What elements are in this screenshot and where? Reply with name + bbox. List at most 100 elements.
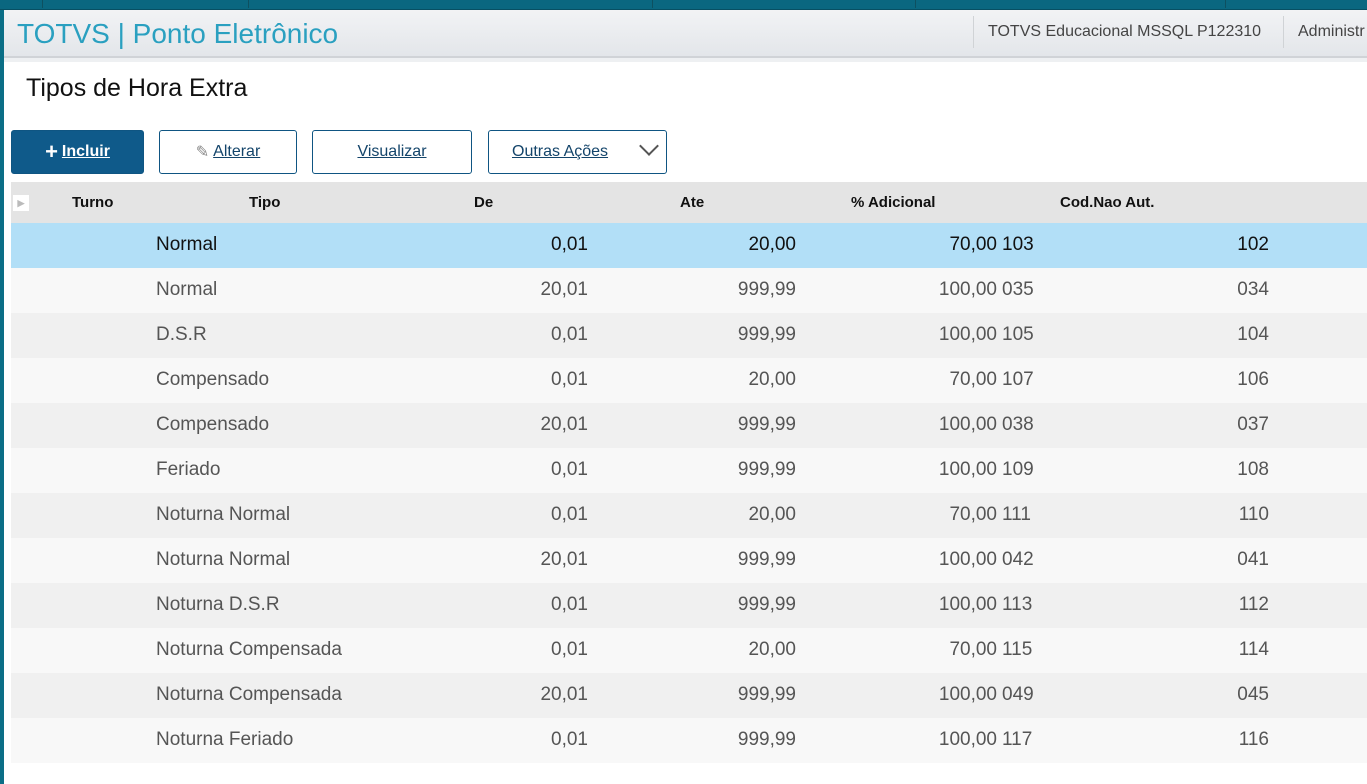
cell-adicional: 100,00 xyxy=(938,414,997,435)
table-row[interactable]: Noturna D.S.R 0,01 999,99 100,00 113 112 xyxy=(11,583,1367,628)
cell-cod-nao-aut: 045 xyxy=(1237,684,1269,705)
cell-cod-nao-aut: 116 xyxy=(1238,729,1269,750)
cell-de: 0,01 xyxy=(551,594,588,615)
user-menu[interactable]: Administr xyxy=(1283,16,1365,48)
cell-cod-aut: 103 xyxy=(1002,234,1034,255)
app-header: TOTVS | Ponto Eletrônico TOTVS Educacion… xyxy=(4,10,1367,58)
col-turno[interactable]: Turno xyxy=(72,194,114,211)
incluir-label: Incluir xyxy=(61,143,110,160)
cell-tipo: Noturna Compensada xyxy=(156,639,342,660)
cell-ate: 20,00 xyxy=(748,234,796,255)
cell-adicional: 70,00 xyxy=(949,369,997,390)
cell-cod-aut: 038 xyxy=(1002,414,1034,435)
cell-ate: 999,99 xyxy=(737,414,796,435)
cell-de: 0,01 xyxy=(551,324,588,345)
cell-tipo: Normal xyxy=(156,234,218,255)
table-row[interactable]: Noturna Normal 20,01 999,99 100,00 042 041 xyxy=(11,538,1367,583)
col-tipo[interactable]: Tipo xyxy=(249,194,281,211)
col-ate[interactable]: Ate xyxy=(680,194,705,211)
cell-ate: 999,99 xyxy=(737,324,796,345)
incluir-button[interactable]: + Incluir xyxy=(11,130,144,174)
cell-adicional: 100,00 xyxy=(938,549,997,570)
table-row[interactable]: Noturna Normal 0,01 20,00 70,00 111 110 xyxy=(11,493,1367,538)
pencil-icon: ✎ xyxy=(195,144,210,161)
row-indicator-icon: ▶ xyxy=(13,195,29,211)
cell-tipo: Noturna Normal xyxy=(156,549,291,570)
cell-tipo: Noturna Compensada xyxy=(156,684,342,705)
outras-acoes-dropdown[interactable]: Outras Ações xyxy=(488,130,667,174)
table-row[interactable]: D.S.R 0,01 999,99 100,00 105 104 xyxy=(11,313,1367,358)
cell-ate: 999,99 xyxy=(737,684,796,705)
cell-tipo: Noturna D.S.R xyxy=(156,594,280,615)
cell-de: 0,01 xyxy=(551,729,588,750)
cell-cod-aut: 049 xyxy=(1002,684,1034,705)
chevron-down-icon xyxy=(639,136,659,156)
col-cod-nao-aut[interactable]: Cod.Nao Aut. xyxy=(1060,194,1155,211)
cell-cod-nao-aut: 106 xyxy=(1237,369,1269,390)
cell-ate: 999,99 xyxy=(737,459,796,480)
cell-ate: 999,99 xyxy=(737,549,796,570)
cell-cod-nao-aut: 037 xyxy=(1237,414,1269,435)
alterar-button[interactable]: ✎ Alterar xyxy=(159,130,297,174)
cell-de: 20,01 xyxy=(540,279,588,300)
cell-cod-aut: 115 xyxy=(1002,639,1033,660)
cell-cod-aut: 111 xyxy=(1002,504,1031,525)
cell-cod-nao-aut: 114 xyxy=(1238,639,1269,660)
cell-cod-aut: 035 xyxy=(1002,279,1034,300)
cell-adicional: 70,00 xyxy=(949,504,997,525)
cell-de: 20,01 xyxy=(540,684,588,705)
cell-tipo: D.S.R xyxy=(156,324,207,345)
cell-tipo: Compensado xyxy=(156,414,270,435)
app-title: TOTVS | Ponto Eletrônico xyxy=(17,18,339,49)
cell-cod-aut: 042 xyxy=(1002,549,1034,570)
cell-cod-aut: 105 xyxy=(1002,324,1034,345)
cell-adicional: 70,00 xyxy=(949,234,997,255)
cell-adicional: 100,00 xyxy=(938,594,997,615)
table-row[interactable]: Noturna Compensada 20,01 999,99 100,00 049 04… xyxy=(11,673,1367,718)
cell-de: 0,01 xyxy=(551,369,588,390)
table-row[interactable]: Noturna Feriado 0,01 999,99 100,00 117 116 xyxy=(11,718,1367,763)
cell-adicional: 100,00 xyxy=(938,684,997,705)
table-row[interactable]: Feriado 0,01 999,99 100,00 109 108 xyxy=(11,448,1367,493)
cell-cod-aut: 107 xyxy=(1002,369,1034,390)
table-row[interactable]: Compensado 0,01 20,00 70,00 107 106 xyxy=(11,358,1367,403)
cell-ate: 999,99 xyxy=(737,729,796,750)
table-row[interactable]: Normal 20,01 999,99 100,00 035 034 xyxy=(11,268,1367,313)
data-grid: ▶ Turno Tipo De Ate % Adicional Cod.Nao … xyxy=(11,182,1367,763)
cell-cod-nao-aut: 112 xyxy=(1238,594,1269,615)
cell-cod-aut: 117 xyxy=(1002,729,1033,750)
cell-cod-nao-aut: 108 xyxy=(1237,459,1269,480)
cell-adicional: 70,00 xyxy=(949,639,997,660)
cell-de: 0,01 xyxy=(551,234,588,255)
visualizar-button[interactable]: Visualizar xyxy=(312,130,472,174)
table-row[interactable]: Normal 0,01 20,00 70,00 103 102 xyxy=(11,223,1367,268)
cell-adicional: 100,00 xyxy=(938,324,997,345)
cell-de: 0,01 xyxy=(551,639,588,660)
cell-ate: 999,99 xyxy=(737,594,796,615)
cell-cod-aut: 113 xyxy=(1002,594,1033,615)
cell-tipo: Noturna Feriado xyxy=(156,729,294,750)
cell-cod-nao-aut: 102 xyxy=(1237,234,1269,255)
app-window: TOTVS | Ponto Eletrônico TOTVS Educacion… xyxy=(4,10,1367,784)
table-row[interactable]: Noturna Compensada 0,01 20,00 70,00 115 114 xyxy=(11,628,1367,673)
cell-de: 0,01 xyxy=(551,459,588,480)
col-adicional[interactable]: % Adicional xyxy=(851,194,936,211)
environment-label[interactable]: TOTVS Educacional MSSQL P122310 xyxy=(973,16,1261,48)
cell-cod-nao-aut: 034 xyxy=(1237,279,1269,300)
cell-tipo: Normal xyxy=(156,279,218,300)
cell-cod-aut: 109 xyxy=(1002,459,1034,480)
col-de[interactable]: De xyxy=(474,194,494,211)
cell-adicional: 100,00 xyxy=(938,279,997,300)
browser-tab-strip xyxy=(0,0,1367,10)
cell-de: 0,01 xyxy=(551,504,588,525)
cell-de: 20,01 xyxy=(540,549,588,570)
cell-de: 20,01 xyxy=(540,414,588,435)
page-title: Tipos de Hora Extra xyxy=(26,74,248,102)
visualizar-label: Visualizar xyxy=(357,143,427,160)
grid-header: ▶ Turno Tipo De Ate % Adicional Cod.Nao … xyxy=(11,182,1367,223)
plus-icon: + xyxy=(45,139,58,164)
cell-cod-nao-aut: 104 xyxy=(1237,324,1269,345)
cell-tipo: Compensado xyxy=(156,369,270,390)
outras-acoes-label: Outras Ações xyxy=(512,143,609,160)
table-row[interactable]: Compensado 20,01 999,99 100,00 038 037 xyxy=(11,403,1367,448)
